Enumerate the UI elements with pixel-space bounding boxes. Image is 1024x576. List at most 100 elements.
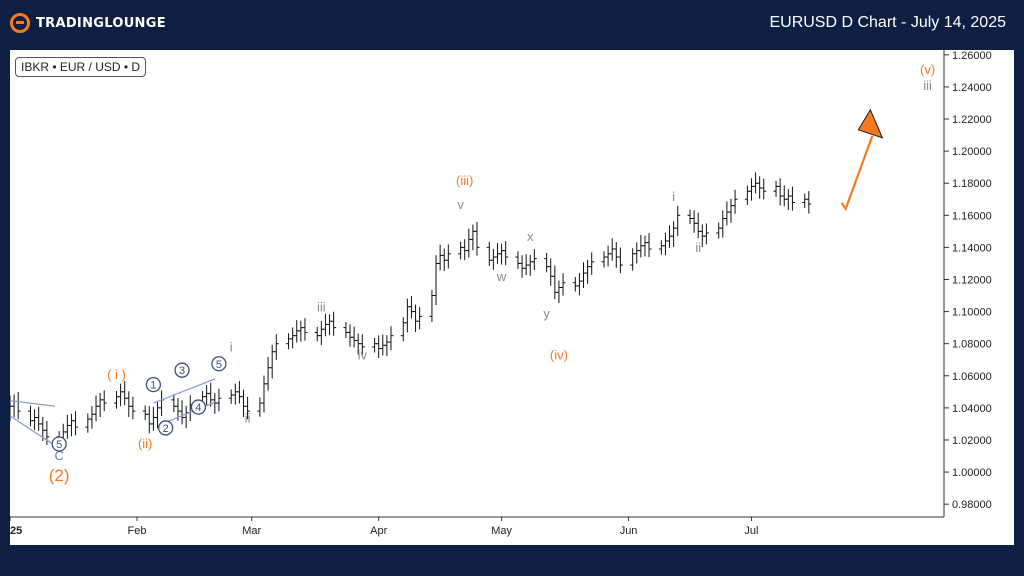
ohlc-bar <box>85 413 91 433</box>
ohlc-bar <box>142 405 148 420</box>
ohlc-bar <box>331 311 337 336</box>
ohlc-bar <box>581 262 587 288</box>
ohlc-bar <box>490 248 496 270</box>
y-tick-label: 0.98000 <box>952 499 992 511</box>
y-tick-label: 1.18000 <box>952 178 992 190</box>
wave-label: (iv) <box>550 348 568 363</box>
x-tick-label: Feb <box>128 525 147 537</box>
wave-label: (ii) <box>138 436 152 451</box>
ohlc-bar <box>781 185 787 207</box>
ohlc-bar <box>265 357 271 391</box>
ohlc-bar <box>150 406 156 431</box>
x-tick-label: 2025 <box>10 525 22 537</box>
ohlc-bar <box>773 180 779 197</box>
wave-label: (v) <box>920 62 935 77</box>
x-tick-label: May <box>491 525 512 537</box>
ohlc-bar <box>32 409 38 431</box>
wave-label: i <box>230 340 233 355</box>
y-tick-label: 1.08000 <box>952 339 992 351</box>
ohlc-bar <box>531 249 537 271</box>
wave-label: w <box>496 269 507 284</box>
wave-label: 4 <box>195 402 201 414</box>
wave-label: C <box>54 448 63 463</box>
y-tick-label: 1.16000 <box>952 210 992 222</box>
ohlc-bar <box>548 258 554 286</box>
wave-label-circle <box>190 399 207 415</box>
y-tick-label: 1.22000 <box>952 114 992 126</box>
x-tick-label: Apr <box>370 525 387 537</box>
ohlc-bar <box>257 397 263 417</box>
ohlc-bar <box>458 241 464 260</box>
ohlc-bar <box>613 242 619 268</box>
y-tick-label: 1.24000 <box>952 82 992 94</box>
ohlc-bar <box>228 389 234 404</box>
ohlc-bar <box>384 335 390 357</box>
ohlc-bar <box>318 321 324 346</box>
projection-arrow-head <box>857 108 884 139</box>
symbol-label: IBKR • EUR / USD • D <box>15 57 147 77</box>
ohlc-bar <box>232 383 238 405</box>
y-tick-label: 1.04000 <box>952 403 992 415</box>
ohlc-bar <box>97 392 103 418</box>
x-tick-label: Mar <box>242 525 261 537</box>
y-tick-label: 1.00000 <box>952 467 992 479</box>
ohlc-bar <box>126 391 132 418</box>
projection-arrow-line <box>840 135 874 212</box>
ohlc-bar <box>748 178 754 201</box>
wave-label: ii <box>695 240 701 255</box>
x-tick-label: Jun <box>620 525 638 537</box>
ohlc-bar <box>572 277 578 292</box>
header-bar: TRADINGLOUNGE EURUSD D Chart - July 14, … <box>0 0 1024 48</box>
ohlc-bar <box>515 251 521 270</box>
ohlc-bar <box>544 253 550 273</box>
ohlc-bar <box>785 189 791 210</box>
wave-label: (2) <box>49 466 70 485</box>
ohlc-bar <box>445 244 451 269</box>
wave-label: iii <box>923 78 932 93</box>
ohlc-bar <box>27 405 33 427</box>
ohlc-bar <box>114 391 120 409</box>
wave-label: x <box>527 229 534 244</box>
ohlc-bar <box>130 396 136 420</box>
chart-area[interactable]: 0.98000 1.00000 1.02000 1.04000 1.06000 1.080… <box>0 50 1014 545</box>
ohlc-bar <box>89 406 95 429</box>
ohlc-bar <box>273 334 279 360</box>
wedge-upper-line <box>9 400 56 407</box>
y-tick-label: 1.26000 <box>952 50 992 62</box>
ohlc-bar <box>388 326 394 351</box>
wave-label-circle <box>211 356 227 372</box>
logo-text: TRADINGLOUNGE <box>36 15 166 31</box>
ohlc-bar <box>64 414 70 439</box>
ohlc-bar <box>806 191 812 214</box>
y-tick-label: 1.10000 <box>952 307 992 319</box>
y-tick-label: 1.02000 <box>952 435 992 447</box>
ohlc-bar <box>347 324 353 347</box>
price-chart[interactable]: 0.98000 1.00000 1.02000 1.04000 1.06000 1.080… <box>0 50 1014 545</box>
ohlc-bar <box>159 390 165 417</box>
y-tick-label: 1.12000 <box>952 274 992 286</box>
ohlc-bar <box>343 322 349 339</box>
ohlc-bar <box>216 388 222 412</box>
wave-label: 5 <box>56 439 62 451</box>
ohlc-bar <box>585 259 591 284</box>
ohlc-bar <box>359 334 365 356</box>
ohlc-bar <box>171 394 177 412</box>
ohlc-bar <box>417 306 423 330</box>
wave-label: 3 <box>179 365 185 377</box>
ohlc-bar <box>400 317 406 342</box>
ohlc-bar <box>245 396 251 420</box>
ohlc-bar <box>470 224 476 251</box>
ohlc-bar <box>179 400 185 425</box>
wave-label-circle <box>51 436 67 452</box>
wave-label: 5 <box>216 359 222 371</box>
wave-label-circle <box>145 376 162 393</box>
ohlc-bar <box>429 289 435 323</box>
ohlc-bar <box>15 391 21 420</box>
ohlc-bar <box>724 201 730 226</box>
ohlc-bar <box>642 235 648 257</box>
ohlc-bar <box>298 320 304 342</box>
ohlc-bar <box>601 251 607 268</box>
ohlc-bar <box>732 189 738 214</box>
ohlc-bar <box>720 210 726 238</box>
ohlc-bar <box>118 383 124 407</box>
